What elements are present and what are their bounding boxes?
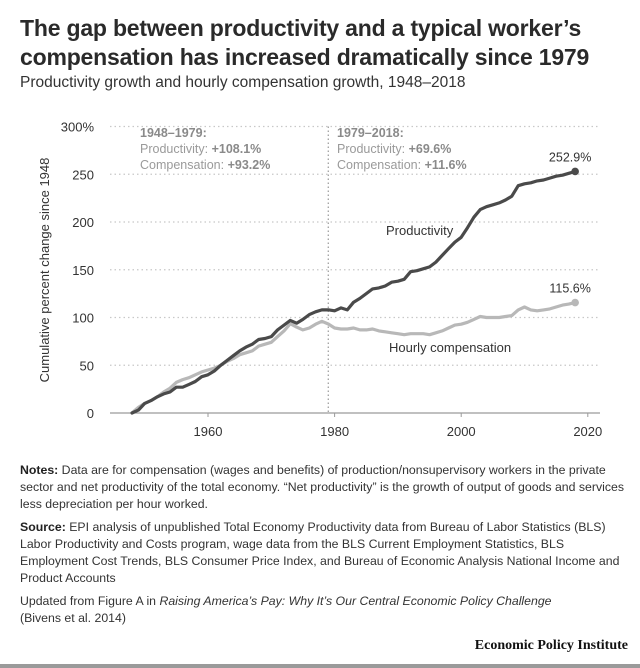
chart-subtitle: Productivity growth and hourly compensat… — [20, 74, 466, 91]
annotation-period: 1979–2018: — [337, 126, 404, 140]
y-tick-label: 200 — [72, 215, 94, 230]
series-line-compensation — [130, 301, 577, 415]
updated-suffix: (Bivens et al. 2014) — [20, 611, 126, 625]
updated-paragraph: Updated from Figure A in Raising America… — [20, 593, 625, 627]
y-tick-label: 0 — [87, 406, 94, 421]
source-text: EPI analysis of unpublished Total Econom… — [20, 520, 620, 585]
y-tick-label: 300% — [61, 120, 95, 135]
series-label-productivity: Productivity — [386, 223, 454, 238]
y-tick-label: 50 — [80, 358, 94, 373]
series-group — [130, 167, 579, 415]
annotation-1948-1979: 1948–1979: Productivity: +108.1% Compens… — [140, 126, 270, 172]
series-endpoint-productivity — [571, 167, 579, 176]
source-paragraph: Source: EPI analysis of unpublished Tota… — [20, 519, 625, 587]
notes-paragraph: Notes: Data are for compensation (wages … — [20, 462, 625, 513]
series-endpoint-compensation — [571, 298, 579, 307]
bottom-border — [0, 664, 640, 668]
x-tick-label: 2020 — [573, 424, 602, 439]
x-tick-label: 1980 — [320, 424, 349, 439]
series-label-compensation: Hourly compensation — [389, 340, 511, 355]
y-tick-label: 250 — [72, 167, 94, 182]
y-tick-label: 150 — [72, 263, 94, 278]
chart-title: The gap between productivity and a typic… — [20, 15, 590, 70]
annotation-productivity: Productivity: +69.6% — [337, 142, 451, 156]
annotation-productivity: Productivity: +108.1% — [140, 142, 261, 156]
series-line-productivity — [130, 169, 577, 415]
annotation-1979-2018: 1979–2018: Productivity: +69.6% Compensa… — [337, 126, 467, 172]
source-label: Source: — [20, 520, 66, 534]
brand-logo: Economic Policy Institute — [474, 638, 628, 653]
notes-text: Data are for compensation (wages and ben… — [20, 463, 625, 511]
x-axis-ticks: 1960 1980 2000 2020 — [194, 413, 602, 439]
gridlines — [110, 125, 600, 414]
annotation-compensation: Compensation: +93.2% — [140, 158, 270, 172]
x-tick-label: 2000 — [447, 424, 476, 439]
notes-label: Notes: — [20, 463, 59, 477]
annotation-period: 1948–1979: — [140, 126, 207, 140]
annotation-compensation: Compensation: +11.6% — [337, 158, 467, 172]
updated-prefix: Updated from Figure A in — [20, 594, 160, 608]
y-axis-ticks: 0 50 100 150 200 250 300% — [61, 120, 95, 422]
end-label-compensation: 115.6% — [549, 282, 590, 296]
updated-title: Raising America’s Pay: Why It’s Our Cent… — [159, 594, 552, 608]
notes-section: Notes: Data are for compensation (wages … — [20, 462, 625, 633]
y-axis-label: Cumulative percent change since 1948 — [37, 158, 52, 383]
end-label-productivity: 252.9% — [549, 150, 591, 164]
x-tick-label: 1960 — [194, 424, 223, 439]
y-tick-label: 100 — [72, 311, 94, 326]
line-chart: 0 50 100 150 200 250 300% 1960 1980 2000 2020 Cum… — [37, 120, 602, 440]
